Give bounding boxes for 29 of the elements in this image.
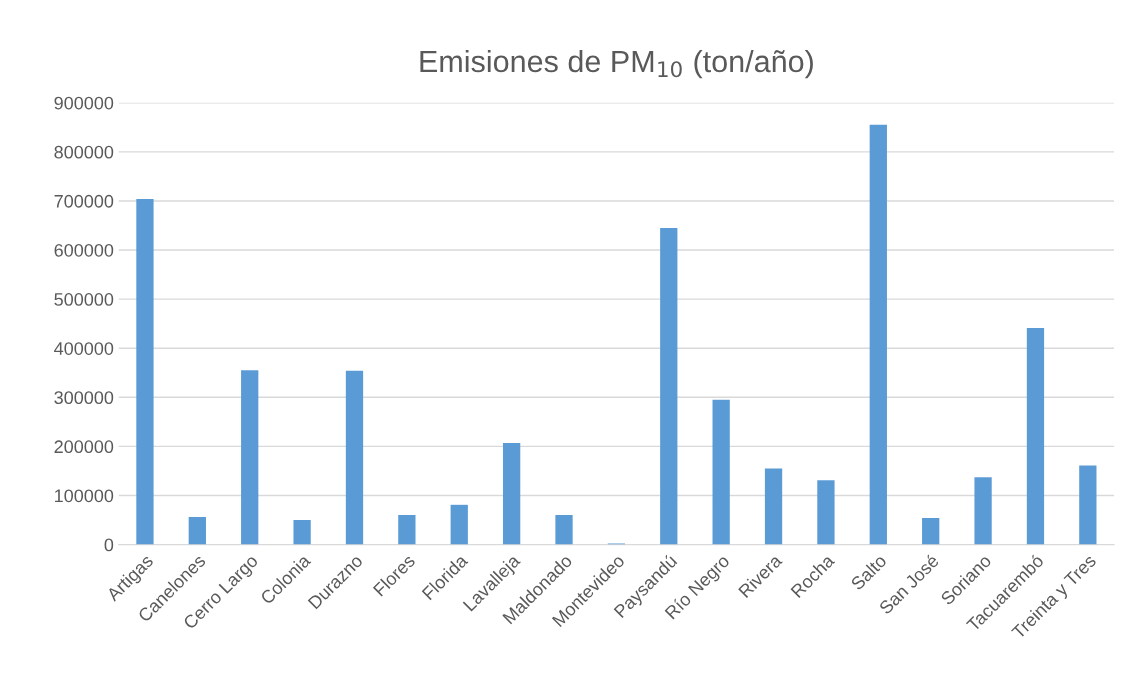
bar bbox=[502, 442, 521, 545]
bar bbox=[817, 480, 835, 545]
bar bbox=[241, 370, 259, 545]
bar bbox=[1079, 465, 1097, 545]
y-tick-label: 0 bbox=[104, 538, 114, 552]
bar bbox=[764, 468, 783, 545]
bar bbox=[293, 520, 311, 545]
bar bbox=[974, 477, 992, 545]
bar bbox=[188, 517, 206, 545]
bar bbox=[712, 399, 730, 545]
y-tick-label: 500000 bbox=[54, 293, 114, 306]
bar bbox=[136, 198, 154, 545]
y-tick-label: 200000 bbox=[54, 440, 114, 454]
y-tick-label: 600000 bbox=[54, 243, 114, 257]
bar bbox=[555, 515, 573, 545]
y-tick-label: 900000 bbox=[54, 96, 114, 110]
y-tick-label: 100000 bbox=[55, 489, 114, 503]
bar bbox=[450, 504, 468, 545]
y-tick-label: 400000 bbox=[54, 342, 114, 355]
bar bbox=[1026, 328, 1045, 545]
y-tick-label: 800000 bbox=[54, 145, 114, 159]
y-tick-label: 300000 bbox=[54, 391, 114, 405]
bar bbox=[869, 124, 887, 545]
chart-title: Emisiones de PM$_{10}$ (ton/año) bbox=[420, 49, 813, 79]
bar bbox=[398, 515, 416, 545]
bar bbox=[345, 370, 364, 545]
bar bbox=[660, 227, 678, 545]
bar bbox=[922, 518, 940, 545]
y-tick-label: 700000 bbox=[54, 194, 114, 208]
